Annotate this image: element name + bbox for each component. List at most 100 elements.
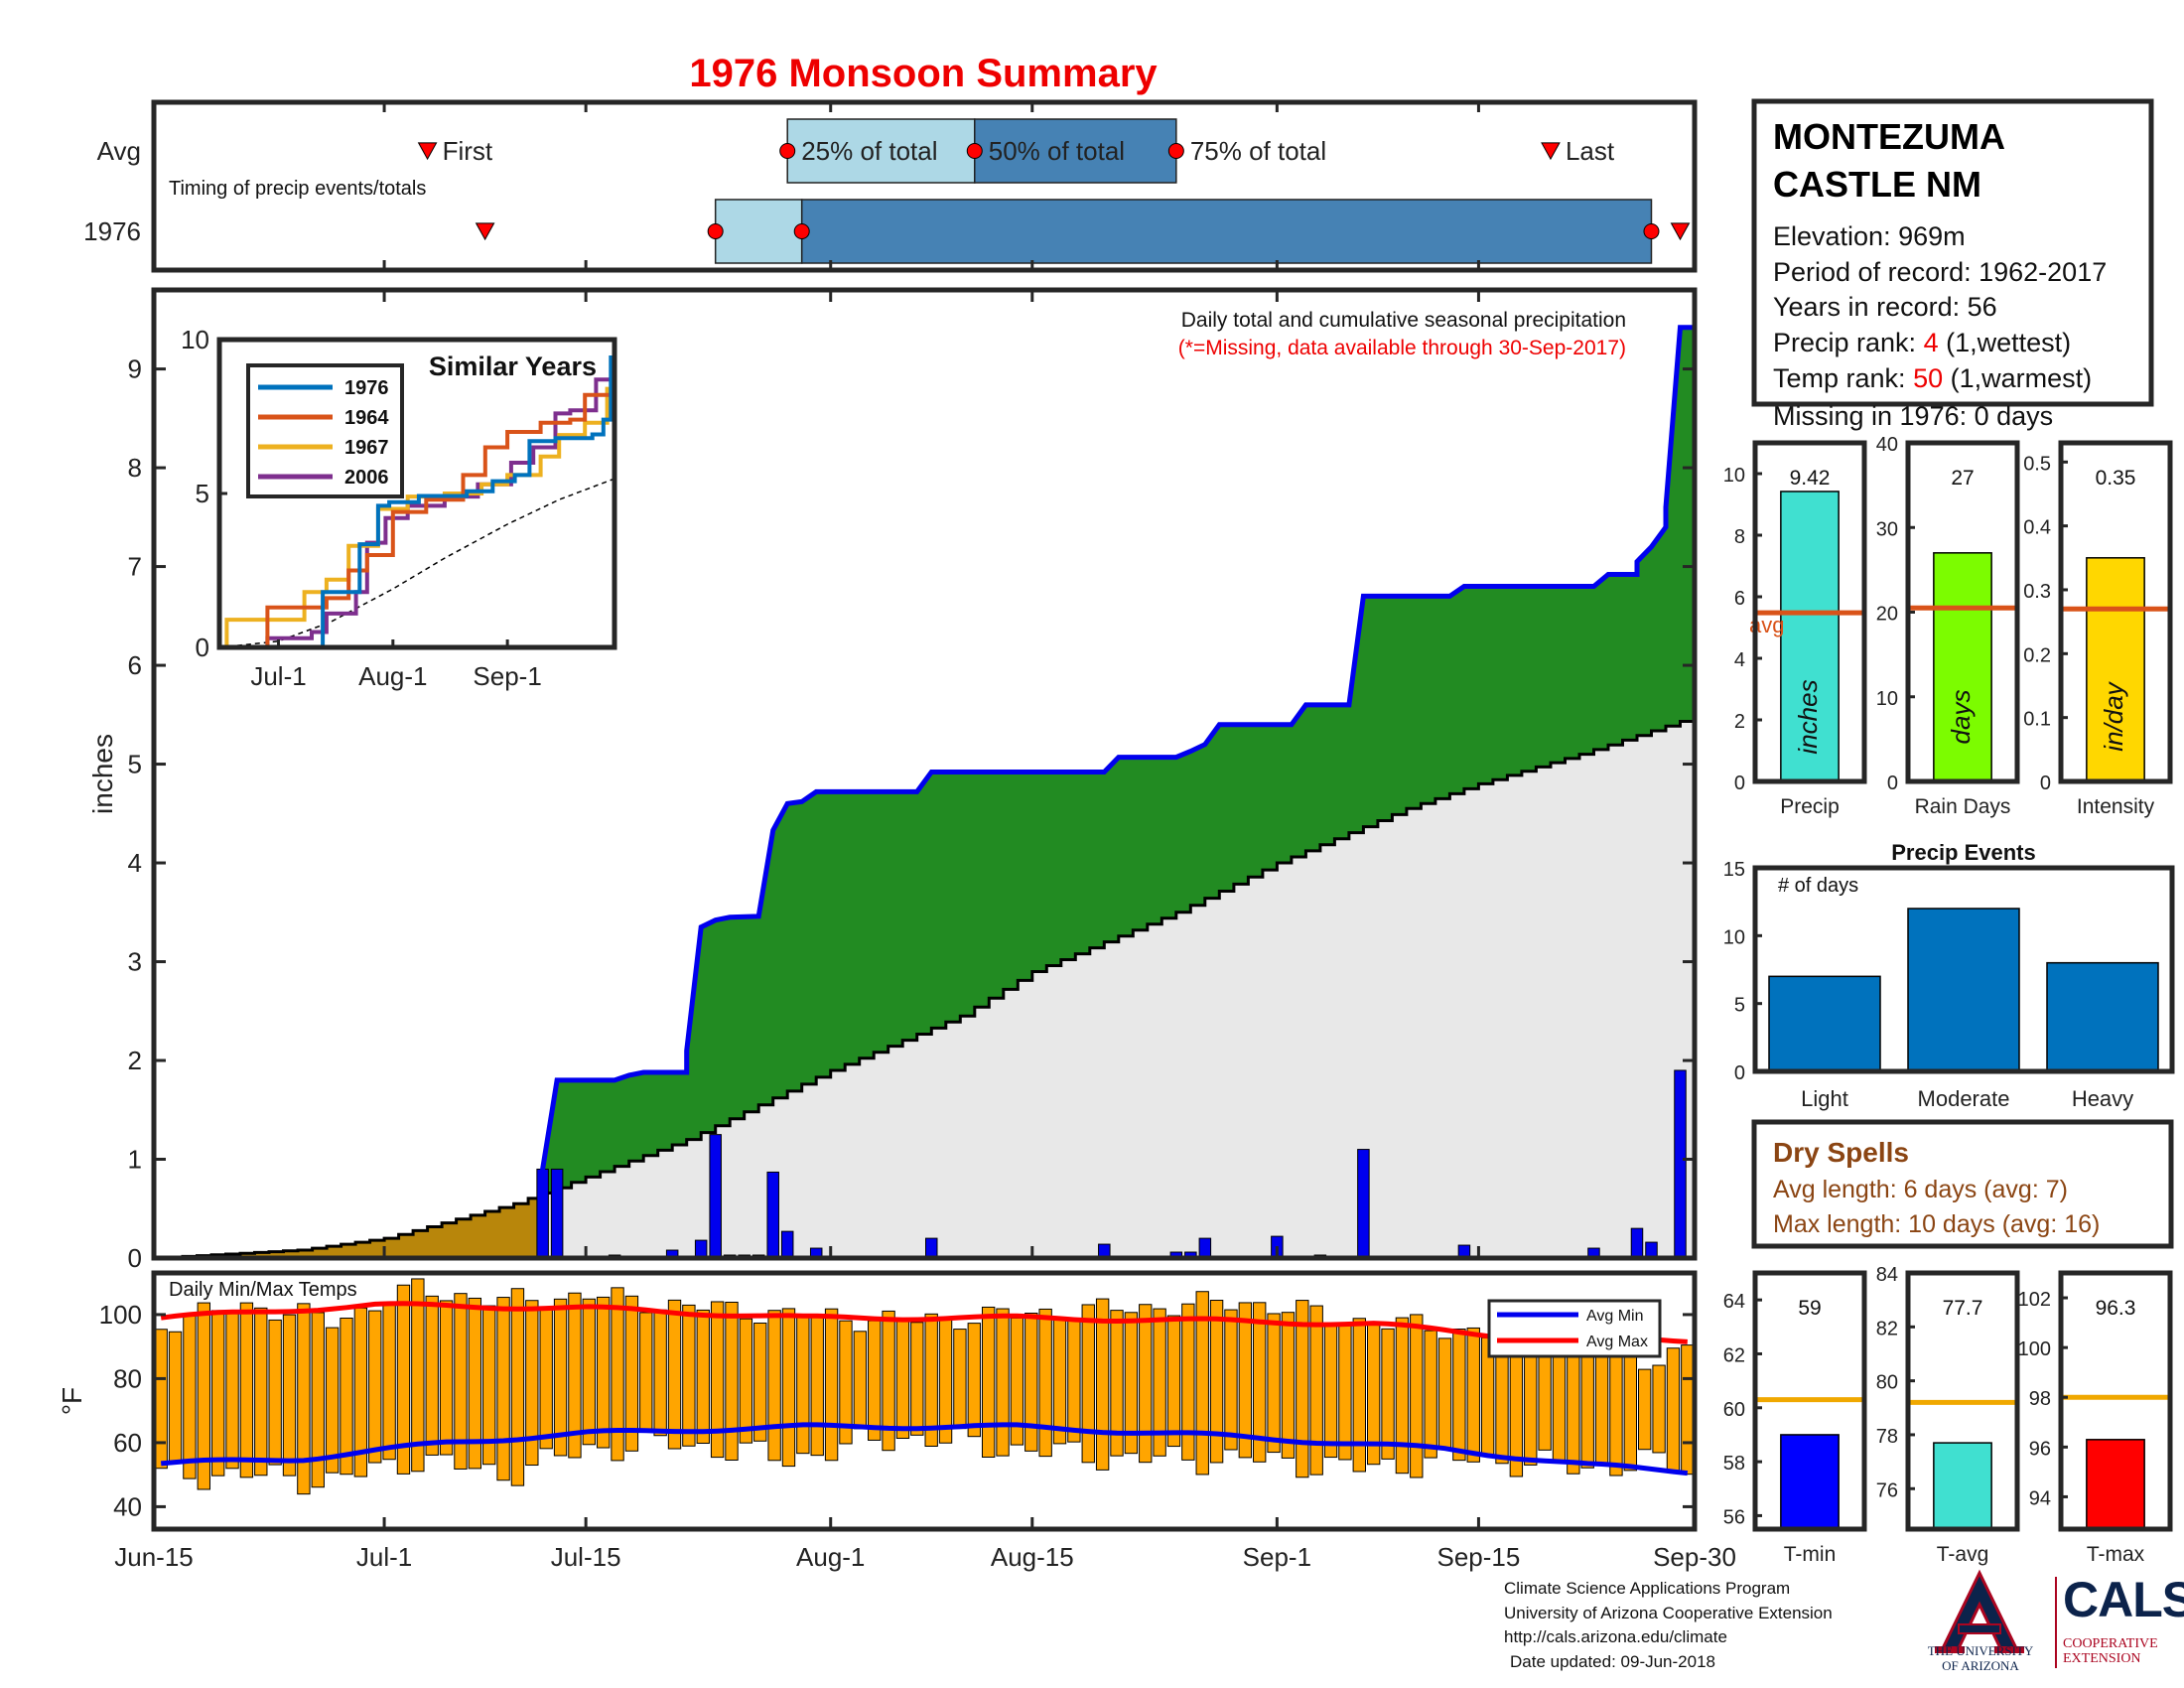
temp-range-bar xyxy=(1110,1310,1124,1457)
avg-max-line xyxy=(160,1301,1688,1344)
inset-x-tick-label: Jul-1 xyxy=(250,661,306,691)
temp-range-bar xyxy=(853,1331,868,1430)
temp-range-bar xyxy=(1652,1364,1666,1454)
x-tick-label: Jul-1 xyxy=(356,1542,412,1572)
rain_days-frame xyxy=(1905,440,2020,784)
temp-range-bar xyxy=(796,1317,810,1455)
legend-label-1976: 1976 xyxy=(344,377,389,399)
temp-range-bar xyxy=(1681,1344,1695,1476)
summary-bars: 9.42inchesavg0246810Precip27days01020304… xyxy=(1723,434,2173,1566)
year-p75-marker xyxy=(1643,223,1660,239)
temp-range-bar xyxy=(1038,1308,1052,1458)
station-name-line1: MONTEZUMA xyxy=(1773,116,2005,157)
temp-range-bar xyxy=(895,1319,910,1440)
temp-range-bar xyxy=(710,1301,725,1459)
temp-range-bar xyxy=(1281,1312,1296,1459)
year-second-quarter-bar xyxy=(800,199,1653,264)
events-frame xyxy=(1752,865,2175,1074)
x-tick-label: Sep-1 xyxy=(1243,1542,1311,1572)
t_min-y-tick-label: 60 xyxy=(1723,1399,1745,1421)
intensity-y-tick-label: 0.2 xyxy=(2023,644,2051,666)
footer-program: Climate Science Applications Program xyxy=(1504,1579,1791,1598)
inset-y-tick-label: 5 xyxy=(196,479,209,508)
event-category-label: Heavy xyxy=(2072,1086,2133,1111)
temps-background xyxy=(154,1273,1695,1529)
temp-range-bar xyxy=(1538,1355,1552,1451)
temp-range-bar xyxy=(1267,1313,1281,1454)
temp-range-bar xyxy=(1153,1308,1166,1457)
temp-y-tick-label: 60 xyxy=(113,1428,142,1458)
temp-range-bar xyxy=(1166,1315,1181,1448)
daily-precip-bar xyxy=(1630,1227,1644,1259)
temp-range-bar xyxy=(468,1297,482,1470)
t_max-y-tick-label: 102 xyxy=(2018,1289,2051,1311)
temp-range-bar xyxy=(938,1316,953,1444)
daily-precip-bar xyxy=(766,1171,779,1259)
temp-range-bar xyxy=(1594,1355,1609,1466)
temp-range-bar xyxy=(1323,1323,1338,1459)
temp-range-bar xyxy=(1638,1368,1652,1451)
t_avg-y-tick-label: 78 xyxy=(1876,1426,1898,1448)
temp-rank-note: (1,warmest) xyxy=(1943,363,2092,393)
temp-range-bar xyxy=(525,1300,539,1467)
avg-second-quarter-bar xyxy=(974,118,1177,184)
temp-range-bar xyxy=(1296,1300,1309,1478)
events-y-tick-label: 10 xyxy=(1723,926,1745,948)
temp-range-bar xyxy=(1309,1305,1323,1476)
t_max-y-tick-label: 96 xyxy=(2029,1438,2051,1460)
intensity-bar-label: in/day xyxy=(2099,680,2128,751)
precip_total-y-tick-label: 8 xyxy=(1734,526,1745,548)
y-tick-label: 6 xyxy=(128,650,142,680)
intensity-y-tick-label: 0 xyxy=(2040,773,2051,794)
t_max-y-tick-label: 94 xyxy=(2029,1487,2051,1509)
temps-y-axis-label: °F xyxy=(57,1387,87,1415)
dry-spells-title: Dry Spells xyxy=(1773,1137,1909,1168)
intensity-bar xyxy=(2086,557,2145,782)
rain_days-y-tick-label: 30 xyxy=(1876,518,1898,540)
t_max-bar xyxy=(2086,1439,2145,1530)
temp-range-bar xyxy=(639,1312,653,1432)
year-first-quarter-bar xyxy=(714,199,803,264)
temp-range-bar xyxy=(1381,1328,1395,1460)
precip_total-value-label: 9.42 xyxy=(1790,467,1831,490)
daily-precip-bar xyxy=(550,1168,564,1259)
similar-years-inset: 0 5 10 Jul-1 Aug-1 Sep-1 Similar Years 1976 1964… xyxy=(181,325,617,691)
t_avg-value-label: 77.7 xyxy=(1943,1297,1983,1320)
y-tick-label: 5 xyxy=(128,750,142,779)
temp-range-bar xyxy=(1352,1318,1366,1473)
station-name-line2: CASTLE NM xyxy=(1773,164,1981,205)
dry-spells-box: Dry Spells Avg length: 6 days (avg: 7) Max… xyxy=(1751,1119,2174,1249)
inset-y-tick-label: 10 xyxy=(181,325,209,354)
year-p50-marker xyxy=(793,223,810,239)
y-tick-label: 1 xyxy=(128,1145,142,1175)
legend-label-1967: 1967 xyxy=(344,437,389,459)
y-tick-label: 2 xyxy=(128,1046,142,1075)
inset-y-tick-label: 0 xyxy=(196,633,209,662)
t_avg-y-tick-label: 82 xyxy=(1876,1318,1898,1339)
temp-range-bar xyxy=(1238,1302,1253,1459)
precip_total-y-tick-label: 6 xyxy=(1734,588,1745,610)
dry-frame xyxy=(1751,1119,2174,1249)
station-missing-days: Missing in 1976: 0 days xyxy=(1773,401,2053,431)
year-last-marker xyxy=(1670,222,1691,241)
event-bar-heavy xyxy=(2046,961,2159,1072)
temp-range-bar xyxy=(868,1320,882,1441)
temp-range-bar xyxy=(981,1306,996,1458)
footer-url[interactable]: http://cals.arizona.edu/climate xyxy=(1504,1627,1727,1646)
rain_days-y-tick-label: 10 xyxy=(1876,688,1898,710)
legend-avg-min-label: Avg Min xyxy=(1586,1308,1644,1325)
station-temp-rank: Temp rank: 50 (1,warmest) xyxy=(1773,363,2092,393)
event-category-label: Light xyxy=(1801,1086,1848,1111)
temp-range-bar xyxy=(967,1323,981,1438)
t_min-y-tick-label: 56 xyxy=(1723,1506,1745,1528)
x-tick-label: Aug-1 xyxy=(796,1542,865,1572)
temp-y-tick-label: 40 xyxy=(113,1491,142,1521)
event-category-label: Moderate xyxy=(1918,1086,2010,1111)
temp-y-tick-label: 80 xyxy=(113,1363,142,1393)
temp-range-bar xyxy=(839,1320,853,1445)
precip_total-y-tick-label: 2 xyxy=(1734,711,1745,733)
station-info-box: MONTEZUMA CASTLE NM Elevation: 969m Period … xyxy=(1751,98,2154,431)
daily-precip-bar xyxy=(1357,1149,1370,1259)
temp-range-bar xyxy=(739,1318,753,1444)
timing-subtitle: Timing of precip events/totals xyxy=(169,178,426,200)
